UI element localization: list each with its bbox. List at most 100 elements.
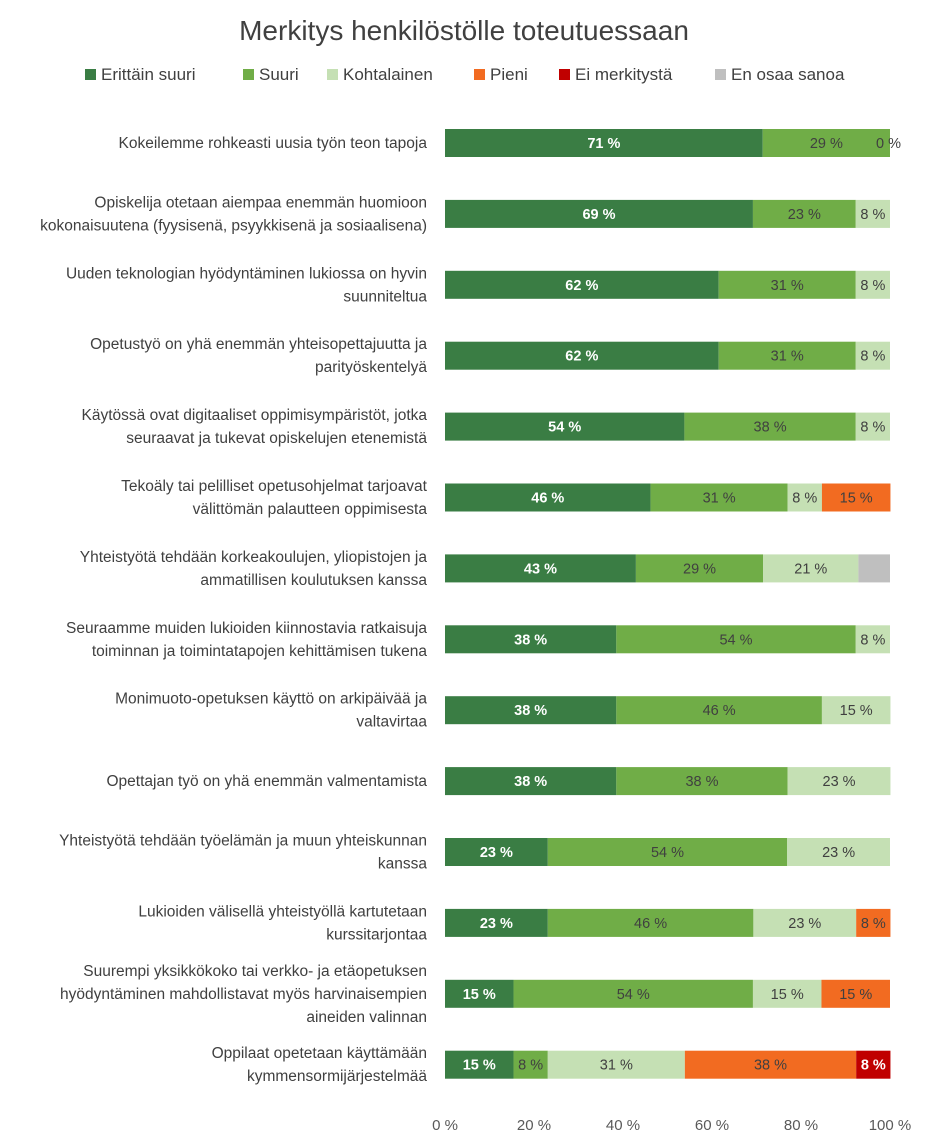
data-label: 31 % (703, 491, 736, 507)
bar-segment (650, 483, 788, 512)
data-label: 8 % (792, 491, 817, 507)
data-label: 54 % (548, 420, 581, 436)
bar-segment (445, 979, 514, 1008)
data-label: 46 % (531, 491, 564, 507)
bar-segment (856, 1050, 891, 1079)
chart-title: Merkitys henkilöstölle toteutuessaan (239, 15, 689, 46)
legend-label: Pieni (490, 65, 528, 84)
category-label: Yhteistyötä tehdään korkeakoulujen, ylio… (80, 549, 428, 589)
data-label: 38 % (514, 703, 547, 719)
data-label: 15 % (840, 703, 873, 719)
bar-segment (855, 199, 890, 228)
data-label: 23 % (788, 916, 821, 932)
data-label: 46 % (703, 703, 736, 719)
category-label: Yhteistyötä tehdään työelämän ja muun yh… (59, 833, 427, 873)
bar-row: 62 % 31 % 8 % (445, 270, 890, 299)
category-label: Lukioiden välisellä yhteistyöllä kartute… (138, 903, 427, 943)
legend-swatch (474, 69, 485, 80)
bar-segment (821, 483, 891, 512)
bar-segment (855, 625, 890, 654)
legend-swatch (715, 69, 726, 80)
bar-segment (635, 554, 764, 583)
bar-segment (445, 908, 548, 937)
data-label: 23 % (480, 845, 513, 861)
bar-segment (547, 838, 788, 866)
category-label: Seuraamme muiden lukioiden kiinnostavia … (66, 620, 427, 660)
bar-segment (445, 412, 685, 441)
x-tick-label: 60 % (695, 1117, 729, 1134)
data-label: 15 % (463, 987, 496, 1003)
data-label: 8 % (860, 632, 885, 648)
data-label: 8 % (860, 349, 885, 365)
data-label: 43 % (524, 561, 557, 577)
data-label: 8 % (860, 207, 885, 223)
category-label: Kokeilemme rohkeasti uusia työn teon tap… (119, 135, 428, 152)
bar-row: 38 % 46 % 15 % (445, 696, 891, 725)
data-label: 62 % (565, 278, 598, 294)
data-label: 69 % (582, 207, 615, 223)
bar-segment (787, 838, 890, 866)
category-label: Monimuoto-opetuksen käyttö on arkipäivää… (115, 691, 427, 731)
data-label: 15 % (839, 987, 872, 1003)
data-label: 8 % (861, 1058, 886, 1074)
legend-swatch (559, 69, 570, 80)
data-label: 23 % (788, 207, 821, 223)
data-label: 46 % (634, 916, 667, 932)
category-label: Opettajan työ on yhä enemmän valmentamis… (106, 773, 427, 790)
data-label: 0 % (876, 136, 901, 152)
bar-segment (445, 554, 636, 583)
category-label: Tekoäly tai pelilliset opetusohjelmat ta… (121, 478, 428, 518)
category-label: Opiskelija otetaan aiempaa enemmän huomi… (40, 194, 427, 234)
bar-segment (445, 625, 617, 654)
bar-segment (445, 1050, 514, 1079)
bar-segment (513, 979, 753, 1008)
data-label: 38 % (754, 420, 787, 436)
bar-row: 54 % 38 % 8 % (445, 412, 890, 441)
bar-segment (616, 625, 856, 654)
bar-segment (445, 767, 617, 796)
bar-row: 23 % 46 % 23 % 8 % (445, 908, 891, 937)
bar-row: 71 % 29 % 0 % (445, 129, 901, 157)
data-label: 8 % (860, 420, 885, 436)
data-label: 38 % (685, 774, 718, 790)
bar-segment (821, 979, 890, 1008)
data-label: 54 % (617, 987, 650, 1003)
bar-segment (752, 979, 822, 1008)
bar-segment (718, 270, 856, 299)
data-label: 8 % (518, 1058, 543, 1074)
bar-segment (855, 341, 890, 370)
bar-segment (445, 483, 651, 512)
bar-row: 46 % 31 % 8 % 15 % (445, 483, 891, 512)
bar-segment (445, 199, 753, 228)
data-label: 23 % (822, 845, 855, 861)
category-label: Uuden teknologian hyödyntäminen lukiossa… (66, 265, 427, 305)
bar-segment (616, 696, 822, 725)
data-label: 23 % (480, 916, 513, 932)
x-tick-label: 100 % (869, 1117, 912, 1134)
bar-row: 62 % 31 % 8 % (445, 341, 890, 370)
x-tick-label: 80 % (784, 1117, 818, 1134)
bar-segment (445, 838, 548, 866)
bar-segment (858, 554, 890, 583)
data-label: 8 % (861, 916, 886, 932)
category-label: Käytössä ovat digitaaliset oppimisympäri… (82, 407, 428, 447)
bar-row: 38 % 38 % 23 % (445, 767, 891, 796)
data-label: 31 % (600, 1058, 633, 1074)
bar-segment (684, 412, 856, 441)
category-labels: Kokeilemme rohkeasti uusia työn teon tap… (40, 135, 428, 1085)
data-label: 54 % (719, 632, 752, 648)
bar-row: 69 % 23 % 8 % (445, 199, 890, 228)
x-axis: 0 % 20 % 40 % 60 % 80 % 100 % (432, 1117, 911, 1134)
legend-swatch (243, 69, 254, 80)
data-label: 71 % (587, 136, 620, 152)
bar-row: 23 % 54 % 23 % (445, 838, 890, 866)
bar-row: 43 % 29 % 21 % (445, 554, 890, 583)
bar-segment (718, 341, 856, 370)
legend-label: En osaa sanoa (731, 65, 845, 84)
legend-swatch (85, 69, 96, 80)
data-label: 54 % (651, 845, 684, 861)
bar-segment (513, 1050, 548, 1079)
data-label: 15 % (771, 987, 804, 1003)
